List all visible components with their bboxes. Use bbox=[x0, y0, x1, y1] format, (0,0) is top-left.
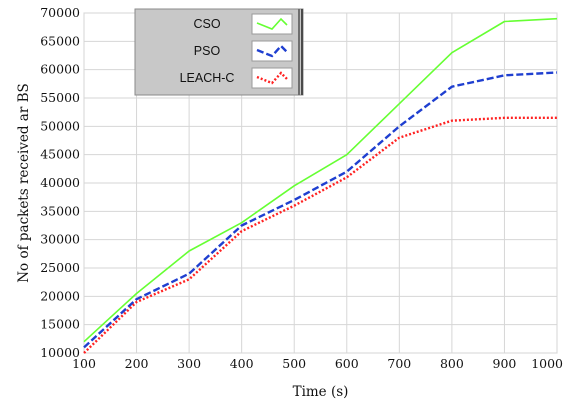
x-axis-ticks: 100 200 300 400 500 600 700 800 900 1000 bbox=[72, 356, 563, 371]
x-tick-label: 600 bbox=[335, 356, 359, 371]
y-tick-label: 50000 bbox=[40, 118, 80, 133]
x-tick-label: 500 bbox=[282, 356, 306, 371]
y-tick-label: 20000 bbox=[40, 288, 80, 303]
y-tick-label: 60000 bbox=[40, 62, 80, 77]
legend-swatch bbox=[251, 67, 293, 89]
x-tick-label: 300 bbox=[177, 356, 201, 371]
legend-label: CSO bbox=[193, 17, 220, 31]
legend: CSO PSO LEACH-C bbox=[134, 8, 304, 96]
y-axis-title: No of packets received ar BS bbox=[16, 83, 32, 283]
y-tick-label: 40000 bbox=[40, 175, 80, 190]
series-line-leach-c bbox=[83, 116, 557, 354]
x-tick-label: 700 bbox=[387, 356, 411, 371]
y-tick-label: 30000 bbox=[40, 232, 80, 247]
x-tick-label: 400 bbox=[230, 356, 254, 371]
legend-label: LEACH-C bbox=[180, 71, 235, 85]
x-tick-label: 100 bbox=[72, 356, 96, 371]
y-tick-label: 45000 bbox=[40, 147, 80, 162]
series-line-cso bbox=[83, 17, 558, 343]
y-tick-label: 25000 bbox=[40, 260, 80, 275]
series-line-pso bbox=[83, 71, 558, 349]
legend-label: PSO bbox=[194, 44, 221, 58]
x-tick-label: 800 bbox=[440, 356, 464, 371]
legend-swatch-line bbox=[256, 17, 288, 30]
x-tick-label: 200 bbox=[125, 356, 149, 371]
series-lines bbox=[83, 17, 558, 354]
y-tick-label: 35000 bbox=[40, 203, 80, 218]
legend-swatch-line bbox=[256, 44, 288, 58]
x-tick-label: 900 bbox=[493, 356, 517, 371]
y-tick-label: 10000 bbox=[40, 345, 80, 360]
y-tick-label: 70000 bbox=[40, 5, 80, 20]
legend-swatch-line bbox=[256, 71, 288, 85]
y-tick-label: 65000 bbox=[40, 33, 80, 48]
y-tick-label: 15000 bbox=[40, 317, 80, 332]
y-axis-ticks: 10000 15000 20000 25000 30000 35000 40000 45000… bbox=[40, 5, 80, 360]
x-tick-label: 1000 bbox=[531, 356, 563, 371]
x-axis-title: Time (s) bbox=[293, 384, 349, 400]
y-tick-label: 55000 bbox=[40, 90, 80, 105]
